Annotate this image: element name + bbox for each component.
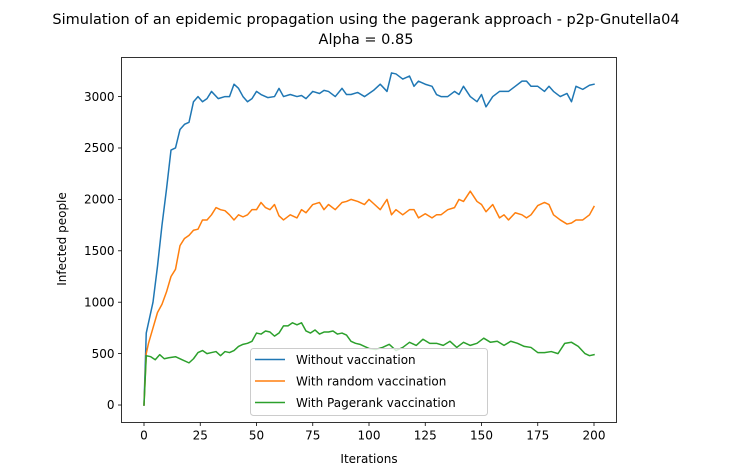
x-tick-label: 175 bbox=[526, 429, 549, 443]
legend-label-1: Without vaccination bbox=[296, 353, 416, 367]
x-tick-label: 100 bbox=[358, 429, 381, 443]
x-axis-ticks: 0 25 50 75 100 125 150 175 200 bbox=[140, 422, 606, 443]
x-tick-label: 150 bbox=[470, 429, 493, 443]
chart-title: Simulation of an epidemic propagation us… bbox=[52, 12, 679, 28]
y-tick-label: 1000 bbox=[84, 295, 115, 309]
legend: Without vaccination With random vaccinati… bbox=[250, 348, 488, 416]
series-line-3 bbox=[143, 322, 595, 406]
x-tick-label: 125 bbox=[414, 429, 437, 443]
legend-label-3: With Pagerank vaccination bbox=[296, 396, 456, 410]
y-tick-label: 2000 bbox=[84, 193, 115, 207]
x-tick-label: 25 bbox=[193, 429, 208, 443]
y-tick-label: 1500 bbox=[84, 244, 115, 258]
y-tick-label: 2500 bbox=[84, 141, 115, 155]
chart-subtitle: Alpha = 0.85 bbox=[319, 32, 414, 48]
x-tick-label: 0 bbox=[140, 429, 148, 443]
series-line-1 bbox=[143, 72, 595, 406]
legend-label-2: With random vaccination bbox=[296, 375, 446, 389]
y-axis-label: Infected people bbox=[55, 192, 69, 286]
y-tick-label: 0 bbox=[107, 398, 115, 412]
y-axis-ticks: 0 500 1000 1500 2000 2500 3000 bbox=[84, 90, 122, 412]
x-axis-label: Iterations bbox=[340, 452, 397, 466]
y-tick-label: 500 bbox=[92, 347, 115, 361]
series-line-2 bbox=[143, 190, 596, 406]
series-layer bbox=[143, 72, 596, 406]
x-tick-label: 75 bbox=[305, 429, 320, 443]
x-tick-label: 50 bbox=[249, 429, 264, 443]
y-tick-label: 3000 bbox=[84, 90, 115, 104]
x-tick-label: 200 bbox=[583, 429, 606, 443]
legend-box bbox=[250, 348, 488, 416]
